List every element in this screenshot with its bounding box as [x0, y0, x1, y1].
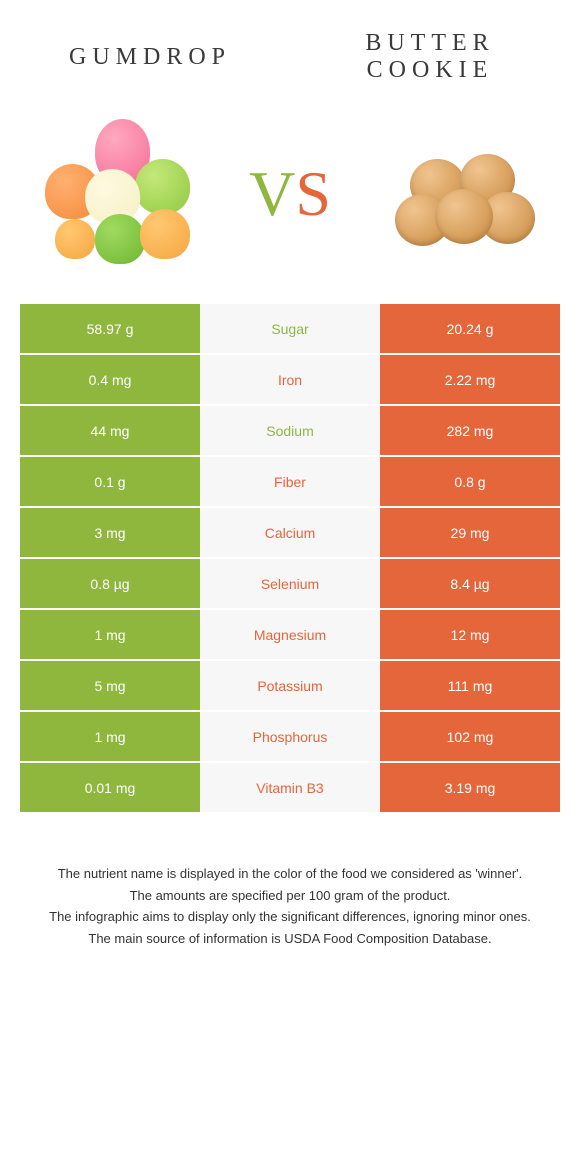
left-value: 58.97 g: [20, 304, 200, 353]
table-row: 1 mgPhosphorus102 mg: [20, 712, 560, 761]
nutrient-label: Sodium: [200, 406, 380, 455]
right-value: 2.22 mg: [380, 355, 560, 404]
vs-s: S: [295, 158, 331, 229]
footer-line: The main source of information is USDA F…: [30, 929, 550, 949]
left-value: 44 mg: [20, 406, 200, 455]
nutrient-label: Iron: [200, 355, 380, 404]
table-row: 0.1 gFiber0.8 g: [20, 457, 560, 506]
nutrient-label: Fiber: [200, 457, 380, 506]
image-row: VS: [0, 94, 580, 304]
left-value: 5 mg: [20, 661, 200, 710]
footer-notes: The nutrient name is displayed in the co…: [0, 814, 580, 970]
title-left: Gumdrop: [50, 44, 250, 71]
left-value: 1 mg: [20, 712, 200, 761]
gumdrop-image: [40, 114, 200, 274]
nutrient-label: Phosphorus: [200, 712, 380, 761]
table-row: 44 mgSodium282 mg: [20, 406, 560, 455]
right-value: 111 mg: [380, 661, 560, 710]
vs-label: VS: [249, 157, 331, 231]
right-value: 29 mg: [380, 508, 560, 557]
table-row: 0.4 mgIron2.22 mg: [20, 355, 560, 404]
nutrient-label: Potassium: [200, 661, 380, 710]
nutrient-label: Sugar: [200, 304, 380, 353]
right-value: 20.24 g: [380, 304, 560, 353]
footer-line: The infographic aims to display only the…: [30, 907, 550, 927]
right-value: 102 mg: [380, 712, 560, 761]
title-right: Butter cookie: [330, 30, 530, 84]
right-value: 282 mg: [380, 406, 560, 455]
left-value: 1 mg: [20, 610, 200, 659]
right-value: 12 mg: [380, 610, 560, 659]
footer-line: The nutrient name is displayed in the co…: [30, 864, 550, 884]
left-value: 3 mg: [20, 508, 200, 557]
nutrient-label: Calcium: [200, 508, 380, 557]
right-value: 3.19 mg: [380, 763, 560, 812]
left-value: 0.1 g: [20, 457, 200, 506]
left-value: 0.8 µg: [20, 559, 200, 608]
footer-line: The amounts are specified per 100 gram o…: [30, 886, 550, 906]
vs-v: V: [249, 158, 295, 229]
table-row: 0.8 µgSelenium8.4 µg: [20, 559, 560, 608]
right-value: 8.4 µg: [380, 559, 560, 608]
right-value: 0.8 g: [380, 457, 560, 506]
table-row: 3 mgCalcium29 mg: [20, 508, 560, 557]
table-row: 5 mgPotassium111 mg: [20, 661, 560, 710]
left-value: 0.4 mg: [20, 355, 200, 404]
nutrient-label: Magnesium: [200, 610, 380, 659]
nutrient-label: Vitamin B3: [200, 763, 380, 812]
left-value: 0.01 mg: [20, 763, 200, 812]
table-row: 1 mgMagnesium12 mg: [20, 610, 560, 659]
table-row: 58.97 gSugar20.24 g: [20, 304, 560, 353]
cookie-image: [380, 114, 540, 274]
nutrient-label: Selenium: [200, 559, 380, 608]
table-row: 0.01 mgVitamin B33.19 mg: [20, 763, 560, 812]
comparison-table: 58.97 gSugar20.24 g0.4 mgIron2.22 mg44 m…: [0, 304, 580, 812]
header: Gumdrop Butter cookie: [0, 0, 580, 94]
